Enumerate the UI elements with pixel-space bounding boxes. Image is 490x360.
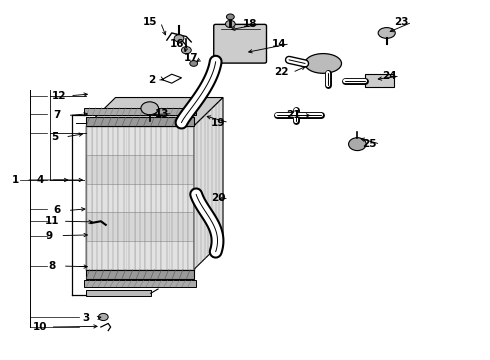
Polygon shape xyxy=(86,126,194,270)
Text: 17: 17 xyxy=(184,53,198,63)
Circle shape xyxy=(225,21,235,28)
Polygon shape xyxy=(86,117,194,126)
Polygon shape xyxy=(84,108,196,116)
Text: 12: 12 xyxy=(52,91,67,101)
Circle shape xyxy=(190,60,197,66)
Text: 22: 22 xyxy=(274,67,289,77)
Ellipse shape xyxy=(378,28,395,39)
Circle shape xyxy=(174,35,184,42)
Polygon shape xyxy=(84,280,196,287)
Text: 16: 16 xyxy=(170,39,184,49)
Polygon shape xyxy=(86,241,194,270)
Polygon shape xyxy=(86,212,194,241)
Polygon shape xyxy=(86,291,151,296)
Polygon shape xyxy=(86,270,194,279)
Text: 19: 19 xyxy=(211,118,225,128)
Text: 11: 11 xyxy=(45,216,59,226)
Circle shape xyxy=(181,46,191,54)
Text: 3: 3 xyxy=(83,313,90,323)
Polygon shape xyxy=(86,98,223,126)
Text: 1: 1 xyxy=(12,175,19,185)
FancyBboxPatch shape xyxy=(214,24,267,63)
Text: 24: 24 xyxy=(382,71,396,81)
Ellipse shape xyxy=(305,54,342,73)
Polygon shape xyxy=(194,98,223,270)
Text: 20: 20 xyxy=(211,193,225,203)
Text: 18: 18 xyxy=(243,19,257,29)
Text: 4: 4 xyxy=(36,175,44,185)
Polygon shape xyxy=(365,74,394,87)
Text: 13: 13 xyxy=(155,109,169,119)
Text: 5: 5 xyxy=(51,132,58,142)
Polygon shape xyxy=(86,126,194,155)
Text: 8: 8 xyxy=(49,261,56,271)
Polygon shape xyxy=(86,184,194,212)
Text: 10: 10 xyxy=(32,322,47,332)
Circle shape xyxy=(98,314,108,320)
Text: 9: 9 xyxy=(46,231,53,240)
Text: 14: 14 xyxy=(272,39,287,49)
Circle shape xyxy=(348,138,366,150)
Text: 23: 23 xyxy=(394,17,409,27)
Circle shape xyxy=(141,102,159,115)
Polygon shape xyxy=(86,155,194,184)
Text: 6: 6 xyxy=(53,206,60,216)
Text: 21: 21 xyxy=(287,111,301,121)
Text: 15: 15 xyxy=(143,17,157,27)
Circle shape xyxy=(226,14,234,20)
Text: 25: 25 xyxy=(362,139,377,149)
Text: 7: 7 xyxy=(53,111,61,121)
Text: 2: 2 xyxy=(148,75,156,85)
